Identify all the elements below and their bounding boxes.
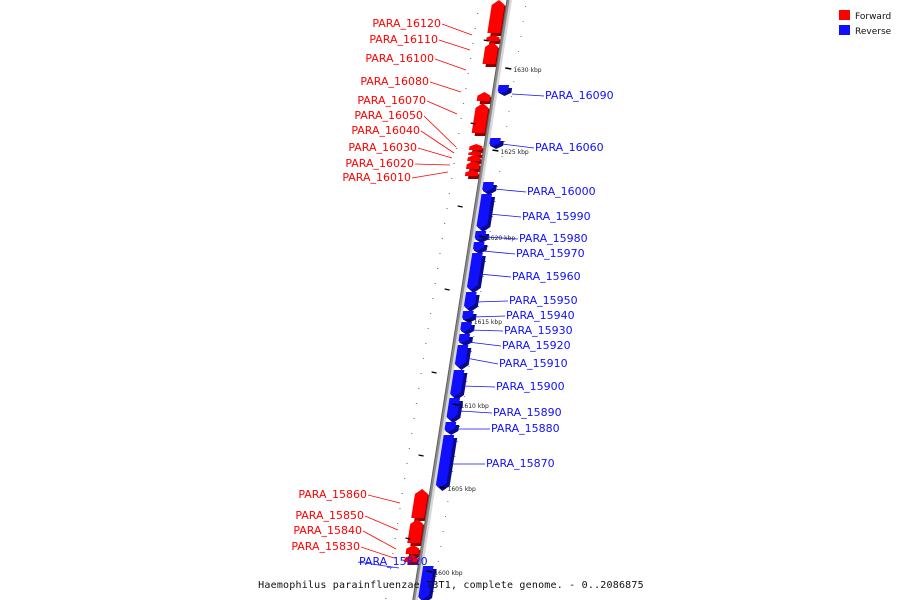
gene-label[interactable]: PARA_16030 [348, 141, 417, 154]
leader-line [475, 300, 509, 303]
gene-label[interactable]: PARA_16080 [360, 75, 429, 88]
leader-line [360, 546, 395, 559]
leader-line [469, 329, 504, 332]
gene-block-PARA_15950 [461, 292, 480, 312]
leader-line [414, 163, 451, 166]
leader-line [467, 341, 502, 347]
leader-line [488, 213, 522, 218]
gene-label[interactable]: PARA_16040 [351, 124, 420, 137]
leader-line [482, 250, 516, 255]
leader-line [426, 100, 458, 115]
leader-line [429, 81, 462, 93]
leader-line [462, 385, 496, 388]
scale-tick [478, 235, 486, 238]
gene-label[interactable]: PARA_15870 [486, 457, 555, 470]
leader-line [459, 410, 493, 414]
scale-tick [452, 403, 459, 406]
scale-tick [439, 486, 446, 489]
leader-line [434, 58, 467, 71]
gene-label[interactable]: PARA_16000 [527, 185, 596, 198]
gene-label[interactable]: PARA_16050 [354, 109, 423, 122]
gene-label[interactable]: PARA_16070 [357, 94, 426, 107]
gene-label[interactable]: PARA_15940 [506, 309, 575, 322]
gene-label[interactable]: PARA_15880 [491, 422, 560, 435]
scale-tick-label: 1625 kbp [500, 149, 528, 156]
gene-block-PARA_16010 [464, 170, 482, 179]
scale-tick-label: 1620 kbp [487, 235, 515, 242]
gene-label[interactable]: PARA_16020 [345, 157, 414, 170]
gene-label[interactable]: PARA_16100 [365, 52, 434, 65]
legend-reverse-label: Reverse [855, 27, 892, 37]
gene-label[interactable]: PARA_15840 [293, 524, 362, 537]
gene-label[interactable]: PARA_15910 [499, 357, 568, 370]
gene-label[interactable]: PARA_15830 [291, 540, 360, 553]
scale-tick-label: 1610 kbp [461, 403, 489, 410]
legend-reverse-swatch [839, 25, 850, 35]
scale-tick-label: 1600 kbp [434, 570, 462, 577]
gene-labels: PARA_16120 PARA_16110 PARA_16100 PARA_16090… [291, 17, 614, 569]
leader-line [438, 39, 471, 51]
leader-line [485, 236, 519, 240]
gene-label[interactable]: PARA_15980 [519, 232, 588, 245]
gene-label[interactable]: PARA_15890 [493, 406, 562, 419]
gene-block-PARA_15830 [404, 555, 421, 565]
leader-line [357, 561, 400, 569]
scale-tick-label: 1605 kbp [448, 486, 476, 493]
leader-line [511, 93, 545, 97]
leader-line [420, 130, 455, 154]
leader-line [411, 171, 449, 179]
scale-tick [465, 319, 472, 322]
scale-tick-label: 1630 kbp [513, 67, 541, 74]
gene-label[interactable]: PARA_16010 [342, 171, 411, 184]
leader-line [478, 273, 512, 278]
gene-label[interactable]: PARA_15860 [298, 488, 367, 501]
legend: Forward Reverse [839, 10, 892, 37]
scale-ticks: 1630 kbp 1625 kbp 1620 kbp 1615 kbp 1610 kbp… [405, 39, 542, 577]
gene-block-PARA_16080 [476, 92, 494, 104]
leader-line [362, 530, 397, 550]
gene-block-PARA_16090 [495, 85, 513, 96]
map-caption: Haemophilus parainfluenzae T3T1, complet… [258, 580, 644, 591]
gene-label[interactable]: PARA_15950 [509, 294, 578, 307]
gene-label[interactable]: PARA_15990 [522, 210, 591, 223]
scale-tick-label: 1615 kbp [474, 319, 502, 326]
gene-label[interactable]: PARA_15820 [359, 555, 428, 568]
gene-label[interactable]: PARA_15930 [504, 324, 573, 337]
gene-label[interactable]: PARA_15970 [516, 247, 585, 260]
legend-forward-label: Forward [855, 12, 891, 22]
gene-label[interactable]: PARA_16110 [369, 33, 438, 46]
leader-line [417, 147, 453, 159]
gene-label[interactable]: PARA_15960 [512, 270, 581, 283]
gene-label[interactable]: PARA_15850 [295, 509, 364, 522]
scale-tick [426, 570, 433, 573]
leader-line [441, 23, 473, 36]
leader-line [423, 115, 457, 148]
scale-tick [505, 67, 512, 70]
leader-line [465, 357, 499, 365]
scale-tick [492, 149, 499, 152]
gene-label[interactable]: PARA_16090 [545, 89, 614, 102]
gene-block-PARA_15840 [405, 545, 423, 557]
legend-forward-swatch [839, 10, 850, 20]
leader-line [493, 188, 527, 193]
gene-label[interactable]: PARA_16060 [535, 141, 604, 154]
gene-block-PARA_16020 [465, 161, 483, 172]
genome-backbone [412, 0, 512, 600]
leader-line [472, 315, 506, 318]
gene-label[interactable]: PARA_15920 [502, 339, 571, 352]
gene-label[interactable]: PARA_15900 [496, 380, 565, 393]
gene-label[interactable]: PARA_16120 [372, 17, 441, 30]
leader-line [501, 143, 535, 149]
leader-line [367, 494, 401, 504]
leader-line [364, 515, 399, 531]
background-dot-rows [385, 6, 527, 599]
